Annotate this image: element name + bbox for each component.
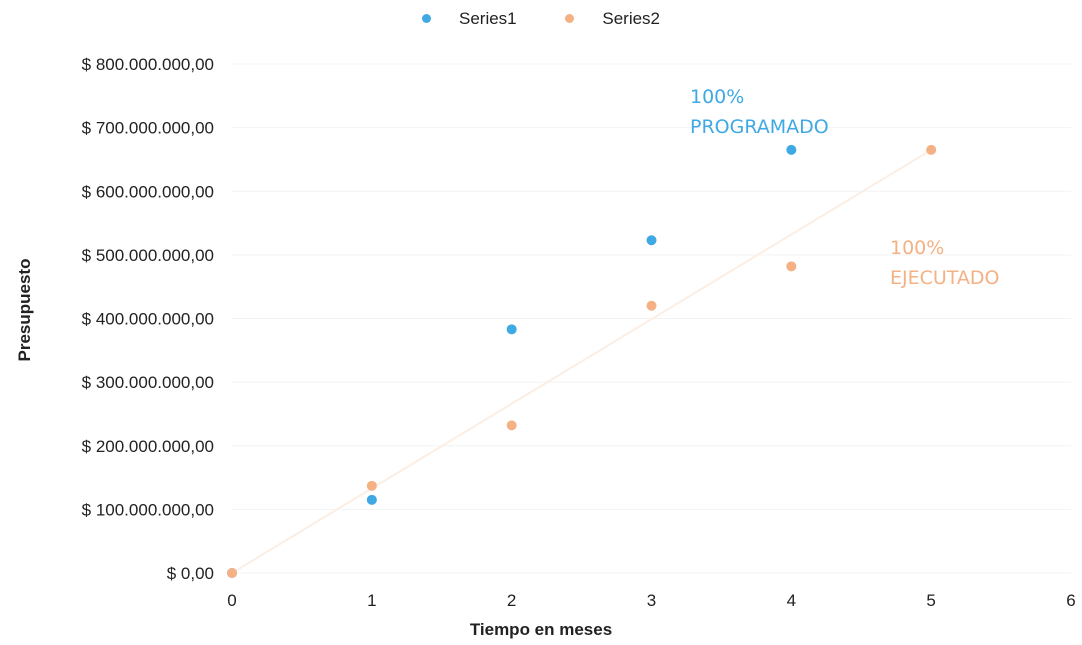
series1-marker-icon (421, 14, 431, 23)
y-tick-label: $ 800.000.000,00 (82, 55, 214, 74)
x-tick-label: 4 (787, 591, 796, 610)
annotation-programado-text: PROGRAMADO (690, 116, 829, 138)
series2-point (366, 480, 377, 491)
series2-point (227, 568, 237, 578)
annotation-programado: 100% PROGRAMADO (690, 82, 829, 142)
annotation-programado-percent: 100% (690, 86, 745, 108)
annotation-ejecutado-percent: 100% (890, 237, 945, 259)
legend-label-series1: Series1 (458, 8, 517, 28)
series2-point (646, 300, 657, 311)
x-axis-label: Tiempo en meses (469, 620, 613, 639)
x-tick-label: 5 (926, 591, 935, 610)
y-tick-label: $ 700.000.000,00 (82, 119, 214, 138)
x-tick-label: 1 (367, 591, 376, 610)
y-tick-label: $ 500.000.000,00 (82, 246, 214, 265)
series2-point (926, 144, 937, 155)
legend: Series1 Series2 (0, 8, 1082, 29)
series2-marker-icon (565, 14, 575, 23)
y-axis-label: Presupuesto (15, 258, 34, 362)
series2-trendline (231, 149, 932, 574)
y-tick-label: $ 300.000.000,00 (82, 373, 214, 392)
x-tick-label: 6 (1066, 591, 1075, 610)
annotation-ejecutado-text: EJECUTADO (890, 267, 1000, 289)
series1-point (506, 324, 517, 335)
x-tick-label: 0 (227, 591, 236, 610)
y-tick-label: $ 200.000.000,00 (82, 437, 214, 456)
legend-item-series2[interactable]: Series2 (565, 9, 660, 29)
series1-point (366, 494, 377, 505)
series1-point (786, 144, 797, 155)
y-tick-label: $ 600.000.000,00 (82, 182, 214, 201)
annotation-ejecutado: 100% EJECUTADO (890, 233, 1000, 293)
y-tick-label: $ 0,00 (167, 564, 214, 583)
legend-item-series1[interactable]: Series1 (421, 8, 517, 29)
x-tick-label: 2 (507, 591, 516, 610)
series2-point (786, 261, 797, 272)
y-tick-label: $ 100.000.000,00 (82, 500, 214, 519)
series1-point (646, 235, 657, 246)
series2-point (506, 420, 517, 431)
y-tick-label: $ 400.000.000,00 (82, 310, 214, 329)
x-tick-label: 3 (647, 591, 656, 610)
legend-label-series2: Series2 (602, 8, 660, 28)
